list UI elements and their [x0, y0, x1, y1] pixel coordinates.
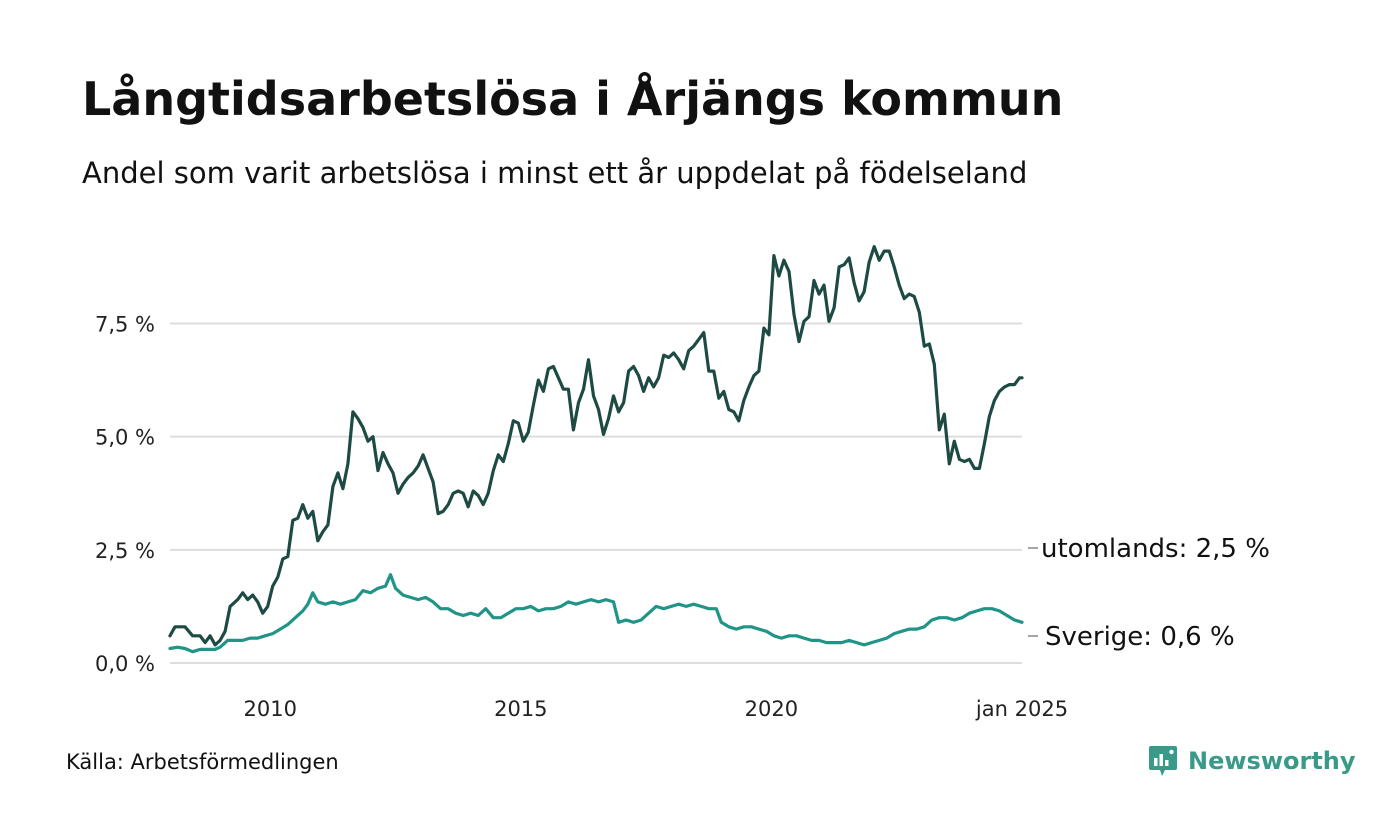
y-tick-label: 0,0 %	[95, 652, 155, 676]
series-line-utomlands	[168, 245, 1024, 647]
grid-lines	[170, 322, 1022, 664]
chart-subtitle: Andel som varit arbetslösa i minst ett å…	[82, 156, 1028, 190]
end-labels: utomlands: 2,5 % Sverige: 0,6 %	[1028, 534, 1270, 652]
newsworthy-icon	[1149, 746, 1177, 776]
y-tick-label: 2,5 %	[95, 539, 155, 563]
source-note: Källa: Arbetsförmedlingen	[66, 750, 339, 774]
y-tick-label: 5,0 %	[95, 426, 155, 450]
brand-name: Newsworthy	[1188, 747, 1356, 775]
end-label-utomlands: utomlands: 2,5 %	[1041, 534, 1270, 564]
y-axis-ticks: 0,0 % 2,5 % 5,0 % 7,5 %	[95, 313, 155, 676]
brand-logo: Newsworthy	[1148, 744, 1356, 778]
x-tick-label: jan 2025	[975, 697, 1068, 721]
x-tick-label: 2020	[745, 697, 798, 721]
x-tick-label: 2015	[494, 697, 547, 721]
x-tick-label: 2010	[244, 697, 297, 721]
end-label-sverige: Sverige: 0,6 %	[1045, 622, 1235, 652]
series-lines	[168, 245, 1024, 654]
x-axis-ticks: 2010 2015 2020 jan 2025	[244, 697, 1069, 721]
y-tick-label: 7,5 %	[95, 313, 155, 337]
series-line-sverige	[168, 573, 1024, 654]
chart-title: Långtidsarbetslösa i Årjängs kommun	[82, 72, 1064, 126]
